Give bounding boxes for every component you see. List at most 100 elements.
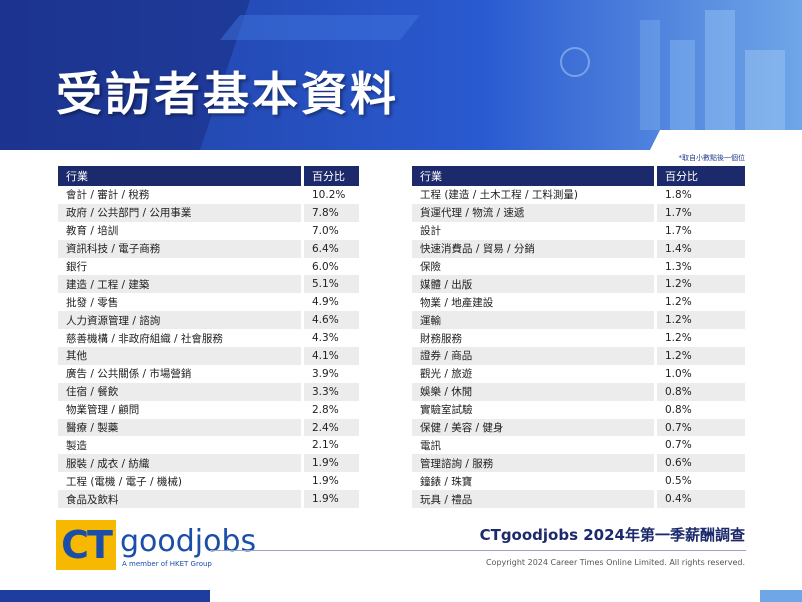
industry-cell: 廣告 / 公共關係 / 市場營銷 [66, 368, 192, 381]
percent-cell: 1.2% [657, 275, 745, 294]
table-row: 管理諮詢 / 服務 0.6% [412, 454, 745, 473]
table-row: 媒體 / 出版 1.2% [412, 275, 745, 294]
industry-cell: 物業 / 地產建設 [420, 296, 494, 309]
table-row: 娛樂 / 休閒 0.8% [412, 382, 745, 401]
logo-tagline: A member of HKET Group [122, 560, 212, 568]
industry-cell: 食品及飲料 [58, 490, 301, 509]
percent-cell: 4.1% [304, 347, 359, 365]
table-header: 行業 百分比 [412, 166, 745, 186]
table-row: 其他 4.1% [58, 347, 359, 365]
table-row: 財務服務 1.2% [412, 329, 745, 347]
table-row: 建造 / 工程 / 建築 5.1% [58, 275, 359, 294]
percent-cell: 4.3% [312, 332, 339, 345]
table-row: 住宿 / 餐飲 3.3% [58, 382, 359, 401]
percent-cell: 7.8% [304, 203, 359, 222]
logo-mark: CT [56, 520, 116, 570]
industry-cell: 醫療 / 製藥 [58, 418, 301, 437]
header-cell: 百分比 [665, 170, 698, 183]
table-row: 會計 / 審計 / 稅務 10.2% [58, 186, 359, 204]
table-row: 服裝 / 成衣 / 紡織 1.9% [58, 454, 359, 473]
table-row: 資訊科技 / 電子商務 6.4% [58, 239, 359, 258]
industry-cell: 玩具 / 禮品 [412, 490, 654, 509]
table-row: 物業 / 地產建設 1.2% [412, 293, 745, 311]
percent-cell: 1.0% [665, 367, 692, 380]
percent-cell: 0.7% [657, 418, 745, 437]
industry-cell: 鐘錶 / 珠寶 [420, 475, 473, 488]
percent-cell: 1.4% [657, 239, 745, 258]
industry-cell: 工程 (建造 / 土木工程 / 工料測量) [420, 189, 578, 202]
table-row: 證券 / 商品 1.2% [412, 347, 745, 365]
banner [0, 0, 802, 150]
percent-cell: 0.6% [657, 454, 745, 473]
industry-cell: 慈善機構 / 非政府組織 / 社會服務 [66, 332, 223, 345]
percent-cell: 2.1% [312, 439, 339, 452]
table-row: 鐘錶 / 珠寶 0.5% [412, 472, 745, 490]
industry-cell: 管理諮詢 / 服務 [412, 454, 654, 473]
percent-cell: 1.2% [665, 296, 692, 309]
percent-cell: 2.8% [312, 403, 339, 416]
table-row: 快速消費品 / 貿易 / 分銷 1.4% [412, 239, 745, 258]
industry-cell: 運輸 [412, 311, 654, 330]
industry-cell: 證券 / 商品 [412, 347, 654, 365]
industry-cell: 工程 (電機 / 電子 / 機械) [66, 475, 182, 488]
table-row: 人力資源管理 / 諮詢 4.6% [58, 311, 359, 330]
percent-cell: 0.8% [665, 403, 692, 416]
table-row: 玩具 / 禮品 0.4% [412, 490, 745, 509]
percent-cell: 1.7% [665, 224, 692, 237]
industry-cell: 實驗室試驗 [420, 404, 473, 417]
percent-cell: 1.2% [657, 347, 745, 365]
industry-cell: 製造 [66, 439, 87, 452]
industry-cell: 建造 / 工程 / 建築 [58, 275, 301, 294]
industry-cell: 其他 [58, 347, 301, 365]
industry-cell: 電訊 [420, 439, 441, 452]
percent-cell: 0.7% [665, 439, 692, 452]
percent-cell: 7.0% [312, 224, 339, 237]
industry-cell: 設計 [420, 225, 441, 238]
industry-cell: 會計 / 審計 / 稅務 [66, 189, 150, 202]
table-row: 運輸 1.2% [412, 311, 745, 330]
table-row: 銀行 6.0% [58, 258, 359, 276]
percent-cell: 1.2% [665, 332, 692, 345]
percent-cell: 3.3% [304, 382, 359, 401]
table-row: 政府 / 公共部門 / 公用事業 7.8% [58, 203, 359, 222]
table-right: 行業 百分比 工程 (建造 / 土木工程 / 工料測量) 1.8% 貨運代理 / 物流 … [412, 166, 745, 509]
percent-cell: 1.2% [657, 311, 745, 330]
industry-cell: 物業管理 / 顧問 [66, 404, 140, 417]
table-row: 電訊 0.7% [412, 436, 745, 454]
percent-cell: 4.9% [312, 296, 339, 309]
page-title: 受訪者基本資料 [56, 67, 399, 121]
table-row: 保健 / 美容 / 健身 0.7% [412, 418, 745, 437]
industry-cell: 觀光 / 旅遊 [420, 368, 473, 381]
logo-word: goodjobs [120, 524, 257, 559]
percent-cell: 5.1% [304, 275, 359, 294]
table-row: 保險 1.3% [412, 258, 745, 276]
industry-cell: 保險 [420, 261, 441, 273]
table-row: 醫療 / 製藥 2.4% [58, 418, 359, 437]
industry-cell: 保健 / 美容 / 健身 [412, 418, 654, 437]
column-gap [654, 166, 657, 186]
percent-cell: 1.9% [304, 490, 359, 509]
divider [210, 550, 746, 551]
percent-cell: 1.7% [657, 203, 745, 222]
table-header: 行業 百分比 [58, 166, 359, 186]
percent-cell: 0.5% [665, 475, 692, 488]
industry-cell: 貨運代理 / 物流 / 速遞 [412, 203, 654, 222]
table-row: 批發 / 零售 4.9% [58, 293, 359, 311]
header-cell: 行業 [420, 170, 442, 183]
bottom-strip [0, 590, 802, 602]
percent-cell: 10.2% [312, 188, 346, 201]
copyright: Copyright 2024 Career Times Online Limit… [485, 558, 745, 567]
survey-title: CTgoodjobs 2024年第一季薪酬調查 [479, 526, 745, 544]
percent-cell: 1.9% [312, 475, 339, 488]
note: *取自小數點後一個位 [678, 154, 746, 162]
industry-cell: 教育 / 培訓 [66, 225, 119, 238]
column-gap [301, 166, 304, 186]
industry-cell: 快速消費品 / 貿易 / 分銷 [412, 239, 654, 258]
table-row: 製造 2.1% [58, 436, 359, 454]
industry-cell: 政府 / 公共部門 / 公用事業 [58, 203, 301, 222]
percent-cell: 4.6% [304, 311, 359, 330]
percent-cell: 3.9% [312, 367, 339, 380]
industry-cell: 銀行 [66, 261, 87, 273]
industry-cell: 娛樂 / 休閒 [412, 382, 654, 401]
